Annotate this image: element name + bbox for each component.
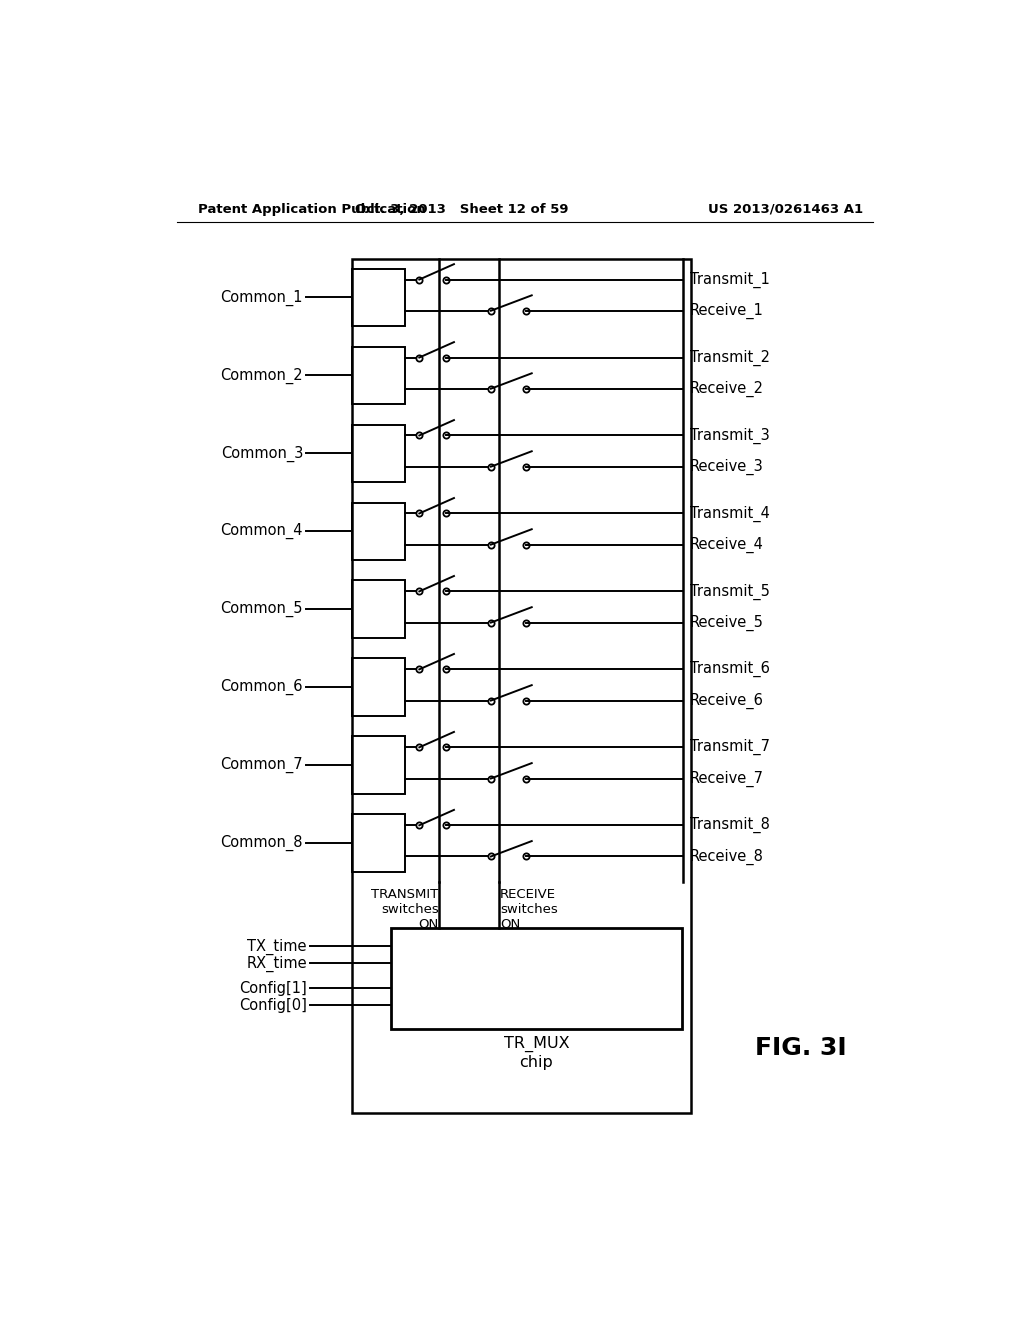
Bar (352, 259, 691, 1113)
Text: Receive_6: Receive_6 (689, 693, 764, 709)
Text: Receive_2: Receive_2 (689, 380, 764, 397)
Text: Transmit_8: Transmit_8 (689, 817, 769, 833)
Bar (352, 659, 404, 717)
Text: Receive_1: Receive_1 (689, 302, 764, 319)
Text: Receive_7: Receive_7 (689, 771, 764, 787)
Text: Receive_8: Receive_8 (689, 849, 764, 865)
Text: Common_3: Common_3 (220, 445, 303, 462)
Bar (352, 737, 404, 795)
Bar (352, 425, 404, 482)
Text: Transmit_3: Transmit_3 (689, 428, 769, 444)
Text: Receive_3: Receive_3 (689, 458, 763, 475)
Bar (352, 503, 404, 560)
Text: Transmit_1: Transmit_1 (689, 272, 769, 288)
Bar (352, 581, 404, 638)
Text: US 2013/0261463 A1: US 2013/0261463 A1 (708, 203, 863, 215)
Bar (352, 347, 404, 404)
Bar (352, 269, 404, 326)
Text: Config[0]: Config[0] (239, 998, 307, 1012)
Text: Patent Application Publication: Patent Application Publication (199, 203, 426, 215)
Text: Common_1: Common_1 (220, 289, 303, 306)
Text: Oct. 3, 2013   Sheet 12 of 59: Oct. 3, 2013 Sheet 12 of 59 (355, 203, 568, 215)
Text: Transmit_6: Transmit_6 (689, 661, 769, 677)
Bar (391, 928, 682, 1028)
Bar (352, 814, 404, 873)
Text: RECEIVE
switches
ON: RECEIVE switches ON (500, 888, 558, 932)
Text: Common_8: Common_8 (220, 836, 303, 851)
Text: TRANSMIT
switches
ON: TRANSMIT switches ON (372, 888, 438, 932)
Text: Common_5: Common_5 (220, 601, 303, 618)
Text: Transmit_7: Transmit_7 (689, 739, 770, 755)
Text: Common_2: Common_2 (220, 367, 303, 384)
Text: Common_4: Common_4 (220, 523, 303, 540)
Text: FIG. 3I: FIG. 3I (755, 1036, 846, 1060)
Text: Transmit_2: Transmit_2 (689, 350, 770, 366)
Text: Receive_4: Receive_4 (689, 536, 764, 553)
Text: TR_MUX
chip: TR_MUX chip (504, 1036, 569, 1069)
Text: Transmit_4: Transmit_4 (689, 506, 769, 521)
Text: Config[1]: Config[1] (240, 981, 307, 997)
Text: TX_time: TX_time (248, 939, 307, 954)
Text: Transmit_5: Transmit_5 (689, 583, 769, 599)
Text: RX_time: RX_time (246, 956, 307, 972)
Text: Common_6: Common_6 (220, 680, 303, 696)
Text: Receive_5: Receive_5 (689, 615, 764, 631)
Text: Common_7: Common_7 (220, 758, 303, 774)
